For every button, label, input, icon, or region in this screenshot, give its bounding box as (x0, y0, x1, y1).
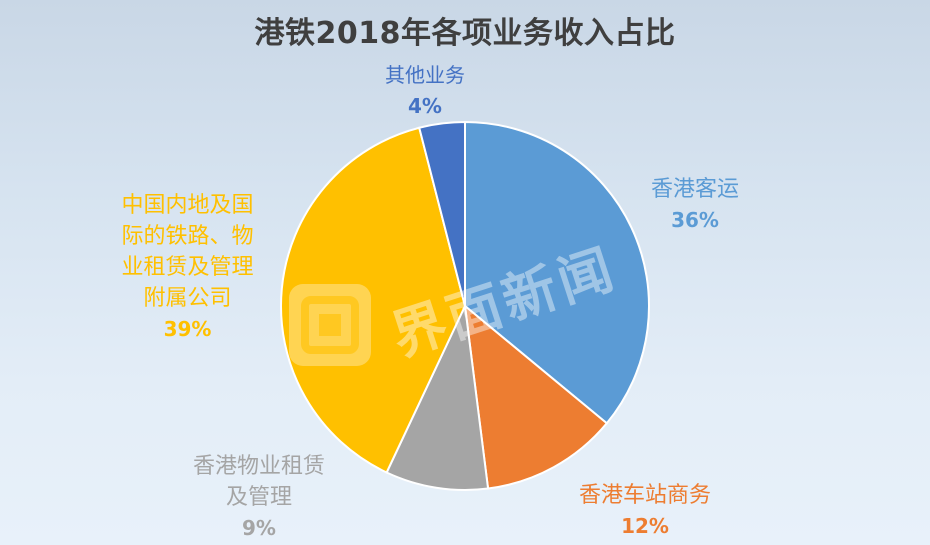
slice-label-other: 其他业务 4% (370, 60, 480, 122)
slice-value-label: 4% (408, 94, 442, 118)
slice-label-line: 其他业务 (385, 63, 465, 87)
slice-hk-property (385, 302, 490, 491)
slice-label-hk-passenger: 香港客运 36% (640, 174, 750, 236)
slice-value-label: 39% (163, 317, 212, 341)
chart-title: 港铁2018年各项业务收入占比 (254, 16, 676, 51)
slice-label-line: 业租赁及管理 (121, 255, 254, 280)
slice-label-line: 际的铁路、物 (121, 224, 254, 249)
slice-label-mainland-international: 中国内地及国 际的铁路、物 业租赁及管理 附属公司 39% (100, 190, 275, 345)
slice-value-label: 36% (671, 208, 719, 232)
slice-hk-passenger (464, 120, 650, 425)
slice-value-label: 9% (242, 516, 276, 540)
slice-label-line: 附属公司 (143, 286, 232, 311)
slice-label-hk-property: 香港物业租赁 及管理 9% (174, 451, 344, 544)
slice-label-line: 香港车站商务 (578, 483, 711, 508)
slice-label-line: 香港客运 (650, 177, 739, 202)
slice-mainland-international (280, 126, 467, 474)
slice-label-line: 中国内地及国 (121, 193, 254, 218)
slice-label-line: 及管理 (225, 485, 292, 510)
slice-label-line: 香港物业租赁 (192, 454, 325, 479)
slice-label-hk-station-commercial: 香港车站商务 12% (560, 480, 730, 542)
slice-value-label: 12% (621, 514, 669, 538)
slice-other (418, 120, 466, 307)
slice-hk-station-commercial (463, 303, 609, 490)
